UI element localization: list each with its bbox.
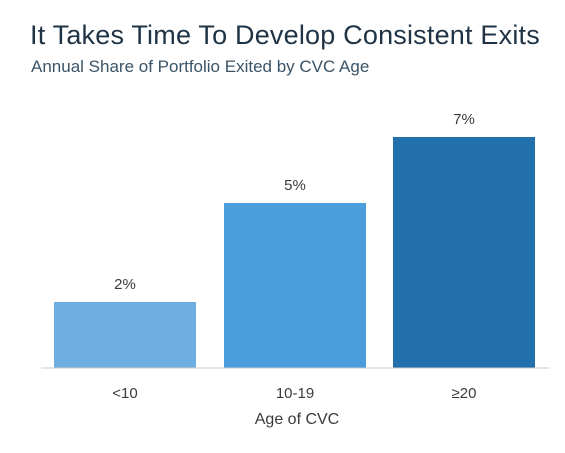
bar-value-label: 7% <box>453 111 475 128</box>
chart-subtitle: Annual Share of Portfolio Exited by CVC … <box>31 57 370 76</box>
x-axis-title: Age of CVC <box>255 411 339 428</box>
bar-value-label: 5% <box>284 177 306 194</box>
bar-2 <box>393 137 535 368</box>
chart-title: It Takes Time To Develop Consistent Exit… <box>30 20 540 50</box>
x-tick-label: ≥20 <box>452 385 477 402</box>
bar-value-label: 2% <box>114 276 136 293</box>
bar-1 <box>224 203 366 368</box>
bar-0 <box>54 302 196 368</box>
x-tick-label: 10-19 <box>276 385 314 402</box>
x-tick-label: <10 <box>112 385 137 402</box>
